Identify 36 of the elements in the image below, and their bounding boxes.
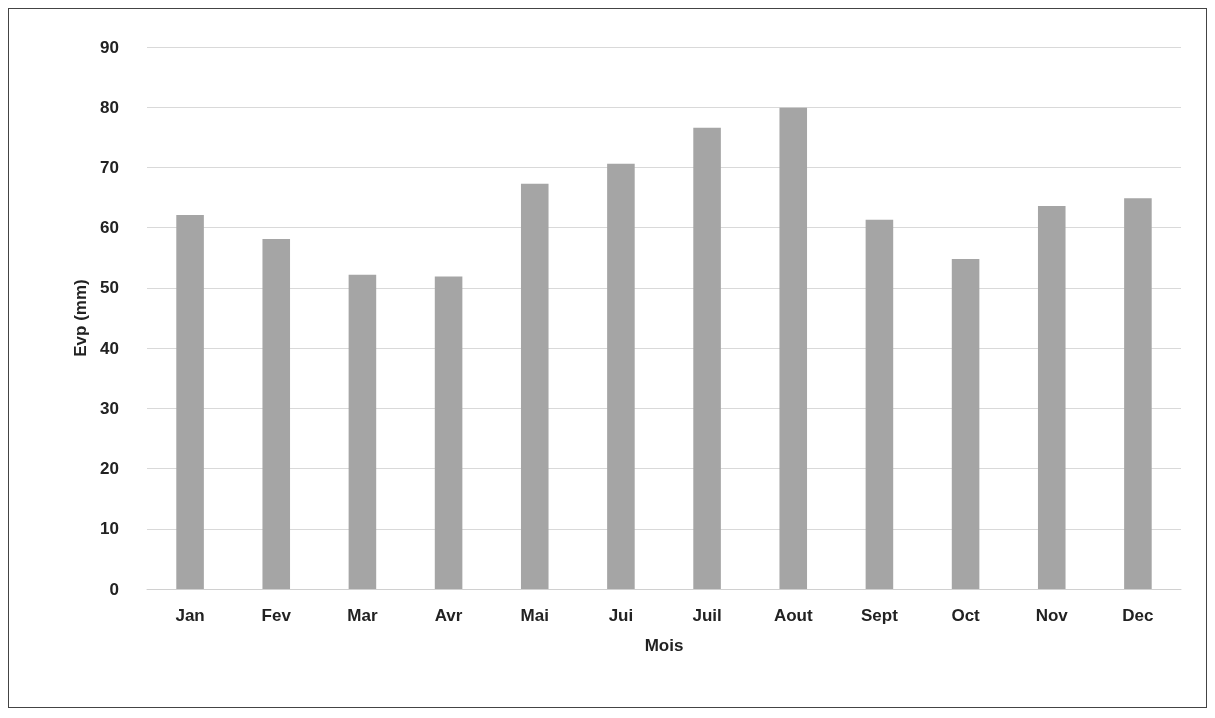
bar bbox=[434, 276, 463, 589]
bar bbox=[1124, 198, 1152, 589]
x-tick-label: Nov bbox=[1035, 606, 1069, 625]
y-tick-label: 20 bbox=[100, 459, 119, 479]
x-tick-label: Jui bbox=[608, 606, 634, 625]
x-tick-label: Dec bbox=[1122, 606, 1154, 625]
x-tick-label: Jan bbox=[175, 606, 205, 625]
bar bbox=[176, 215, 204, 589]
y-tick-label: 80 bbox=[100, 97, 119, 117]
y-tick-label: 50 bbox=[100, 278, 119, 298]
y-axis-title: Evp (mm) bbox=[71, 279, 90, 357]
bar bbox=[779, 107, 808, 589]
x-tick-label: Avr bbox=[434, 606, 463, 625]
bar bbox=[520, 183, 549, 589]
y-tick-label: 90 bbox=[100, 37, 119, 57]
bar bbox=[348, 274, 377, 589]
bar bbox=[865, 219, 894, 589]
y-tick-label: 30 bbox=[100, 398, 119, 418]
bar bbox=[1037, 205, 1066, 589]
x-tick-label: Aout bbox=[773, 606, 813, 625]
y-tick-label: 10 bbox=[100, 519, 119, 539]
y-tick-label: 0 bbox=[109, 579, 119, 599]
x-tick-label: Fev bbox=[261, 606, 292, 625]
x-tick-label: Mar bbox=[347, 606, 378, 625]
bar bbox=[607, 163, 635, 589]
x-tick-label: Juil bbox=[692, 606, 722, 625]
y-tick-label: 70 bbox=[100, 157, 119, 177]
y-tick-label: 40 bbox=[100, 338, 119, 358]
x-axis-title: Mois bbox=[644, 636, 684, 655]
x-tick-label: Sept bbox=[860, 606, 899, 625]
x-tick-label: Mai bbox=[520, 606, 549, 625]
y-tick-label: 60 bbox=[100, 218, 119, 238]
bar bbox=[951, 258, 980, 589]
x-tick-label: Oct bbox=[951, 606, 981, 625]
bar bbox=[693, 127, 721, 589]
bar bbox=[262, 239, 291, 589]
